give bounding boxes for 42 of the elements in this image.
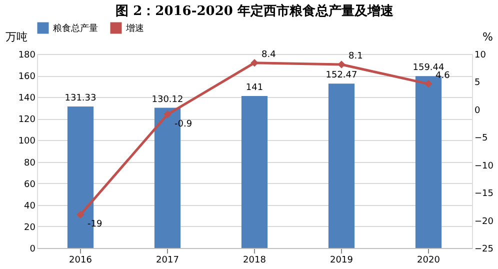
y-tick-label: 60 (24, 180, 36, 190)
x-tick-label: 2019 (330, 256, 354, 266)
point (164, 110, 172, 118)
bar (241, 96, 268, 248)
point (250, 58, 258, 67)
x-tick-label: 2020 (417, 256, 440, 266)
y2-tick-label: −20 (474, 216, 494, 227)
x-tick-label: 2016 (69, 256, 92, 266)
x-tick-label: 2017 (156, 256, 179, 266)
y2-tick-label: −10 (474, 161, 494, 172)
point (76, 210, 84, 219)
data-label: 8.4 (262, 50, 276, 60)
y2-tick-label: −5 (474, 134, 488, 144)
y-tick-label: 140 (18, 94, 36, 104)
data-label: 131.33 (64, 93, 96, 104)
y2-tick-label: −25 (474, 244, 494, 254)
legend-label: 增速 (125, 23, 144, 34)
x-tick-label: 2018 (243, 256, 266, 266)
data-label: 152.47 (326, 70, 358, 81)
y-tick-label: 100 (18, 136, 36, 147)
y-axis-title: 万吨 (6, 30, 28, 44)
y-tick-label: 0 (30, 244, 36, 254)
data-label: 130.12 (152, 94, 184, 105)
y2-tick-label: 10 (474, 50, 486, 60)
legend-label: 粮食总产量 (53, 23, 98, 34)
point (338, 60, 346, 68)
y-tick-label: 180 (18, 50, 36, 60)
point (424, 80, 432, 88)
y2-tick-label: −15 (474, 189, 494, 200)
y2-tick-label: 5 (474, 78, 480, 88)
data-label: 141 (246, 83, 264, 94)
bar (328, 84, 355, 248)
data-label: 8.1 (348, 52, 363, 62)
data-label: 4.6 (436, 70, 450, 81)
chart-title: 图 2：2016-2020 年定西市粮食总产量及增速 (116, 3, 394, 19)
y-tick-label: 40 (24, 201, 36, 212)
y2-tick-label: 0 (474, 106, 480, 116)
y-tick-label: 120 (18, 115, 36, 126)
y-tick-label: 80 (24, 158, 36, 168)
y-tick-label: 20 (24, 222, 36, 233)
y-tick-label: 160 (18, 72, 36, 82)
y2-axis-title: % (482, 30, 493, 44)
